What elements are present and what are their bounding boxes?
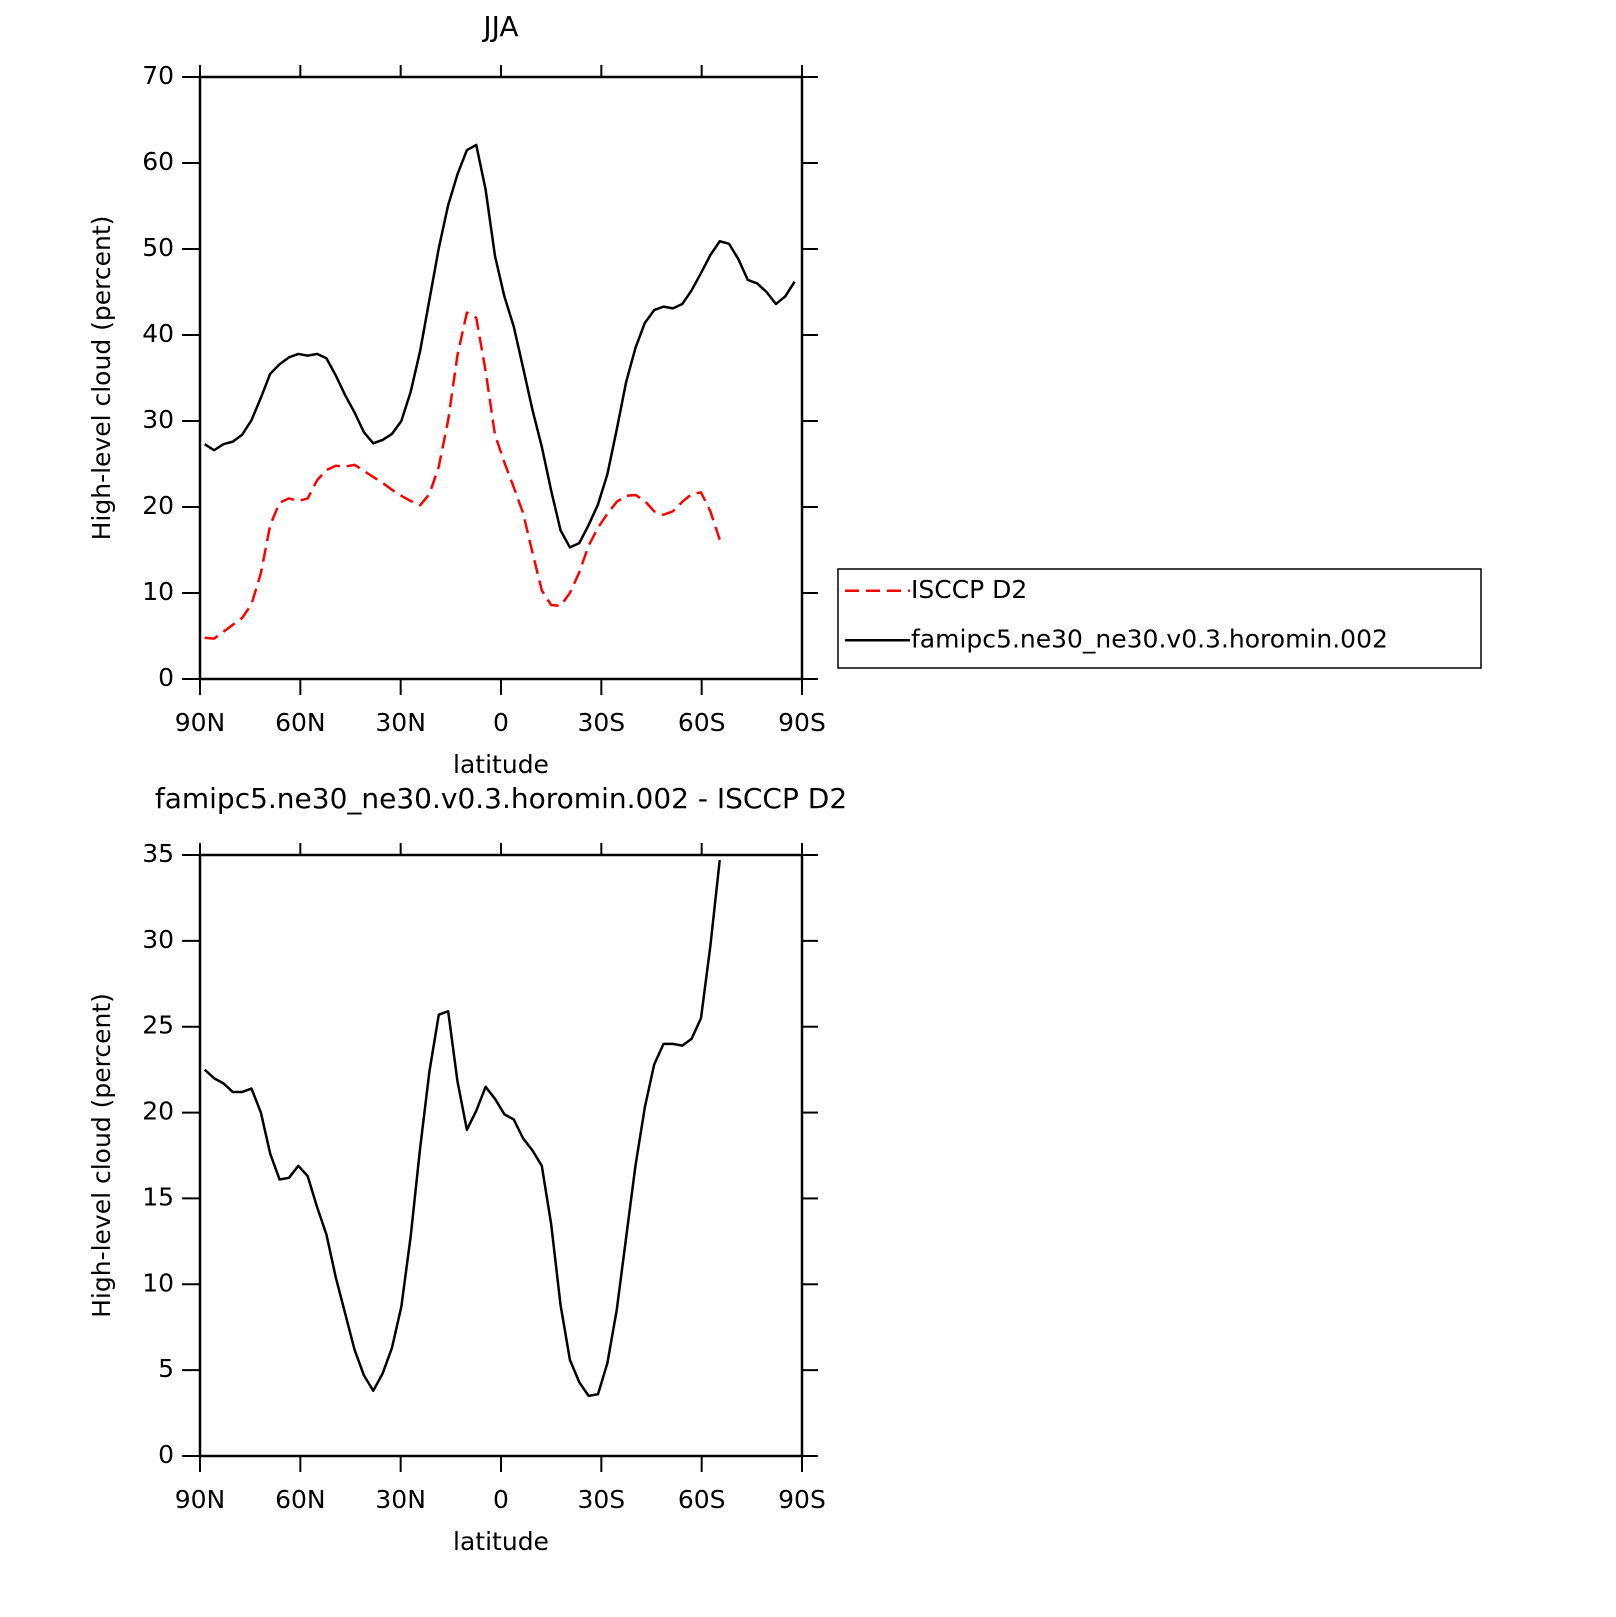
plot-frame (198, 75, 804, 681)
plot-frame (198, 853, 804, 1458)
x-tick-label: 30S (577, 708, 625, 737)
x-axis-label: latitude (453, 1527, 549, 1556)
y-tick-label: 30 (142, 925, 174, 954)
y-tick-label: 5 (158, 1354, 174, 1383)
y-tick-label: 10 (142, 577, 174, 606)
y-tick-label: 25 (142, 1011, 174, 1040)
x-tick-label: 30N (375, 1485, 426, 1514)
x-tick-label: 60S (678, 708, 726, 737)
x-tick-label: 0 (493, 708, 509, 737)
y-tick-label: 60 (142, 147, 174, 176)
x-tick-label: 60S (678, 1485, 726, 1514)
y-tick-label: 10 (142, 1268, 174, 1297)
x-tick-label: 60N (275, 708, 326, 737)
legend-label: famipc5.ne30_ne30.v0.3.horomin.002 (911, 624, 1388, 653)
y-tick-label: 35 (142, 839, 174, 868)
y-tick-label: 0 (158, 1440, 174, 1469)
x-tick-label: 30S (577, 1485, 625, 1514)
y-tick-label: 20 (142, 1097, 174, 1126)
x-tick-label: 0 (493, 1485, 509, 1514)
y-tick-label: 70 (142, 61, 174, 90)
x-tick-label: 90S (778, 1485, 826, 1514)
y-axis-label: High-level cloud (percent) (87, 993, 116, 1318)
legend-box (837, 568, 1482, 669)
chart-title: famipc5.ne30_ne30.v0.3.horomin.002 - ISC… (155, 782, 847, 815)
y-tick-label: 30 (142, 405, 174, 434)
y-tick-label: 0 (158, 663, 174, 692)
legend-label: ISCCP D2 (911, 575, 1027, 604)
y-tick-label: 50 (142, 233, 174, 262)
x-tick-label: 90N (175, 1485, 226, 1514)
series-line (204, 311, 721, 640)
y-axis-label: High-level cloud (percent) (87, 216, 116, 541)
series-line (203, 860, 721, 1398)
x-axis-label: latitude (453, 750, 549, 779)
series-line (204, 143, 796, 549)
y-tick-label: 40 (142, 319, 174, 348)
x-tick-label: 30N (375, 708, 426, 737)
chart-title: JJA (481, 10, 518, 43)
x-tick-label: 90S (778, 708, 826, 737)
x-tick-label: 90N (175, 708, 226, 737)
y-tick-label: 15 (142, 1182, 174, 1211)
x-tick-label: 60N (275, 1485, 326, 1514)
y-tick-label: 20 (142, 491, 174, 520)
